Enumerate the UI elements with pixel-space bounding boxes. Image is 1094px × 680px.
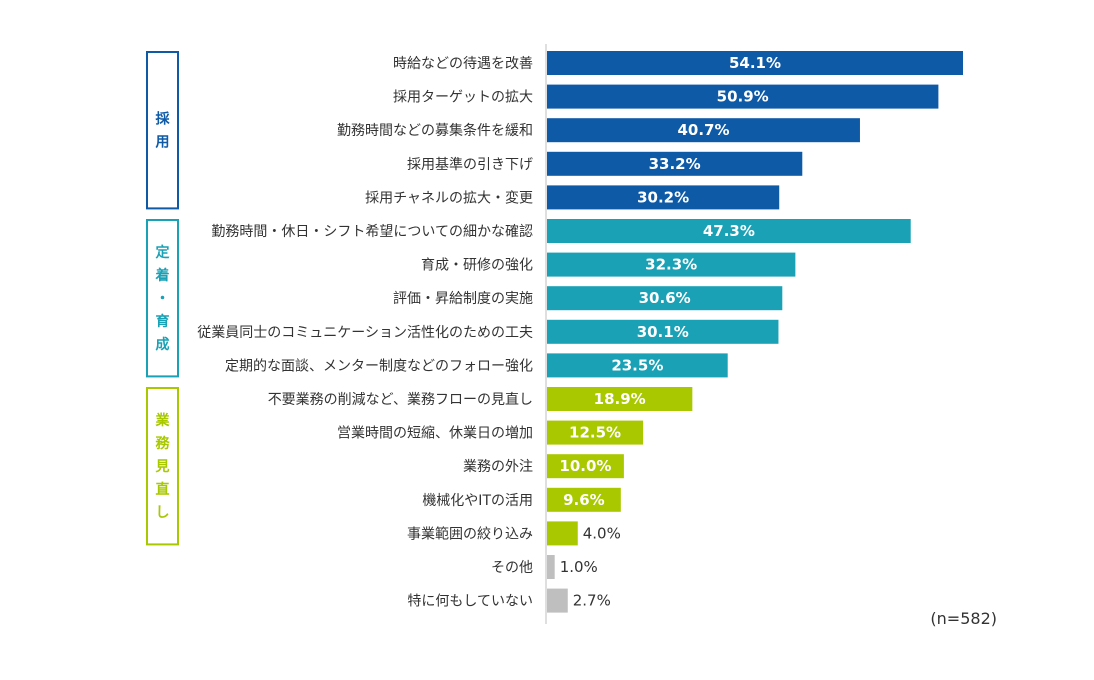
bar-0 [547, 51, 963, 75]
bar-6 [547, 252, 796, 277]
value-label-8: 30.1% [637, 323, 689, 341]
value-label-15: 1.0% [560, 558, 598, 576]
value-label-10: 18.9% [594, 390, 646, 408]
bar-1 [547, 84, 939, 109]
group-box-2 [146, 387, 179, 546]
value-label-2: 40.7% [677, 121, 729, 139]
value-label-7: 30.6% [639, 289, 691, 307]
category-label-4: 採用チャネルの拡大・変更 [365, 189, 533, 206]
sample-size-note: (n=582) [930, 609, 997, 628]
group-box-0 [146, 51, 179, 210]
bar-4 [547, 185, 780, 210]
category-label-9: 定期的な面談、メンター制度などのフォロー強化 [225, 358, 533, 374]
category-label-2: 勤務時間などの募集条件を緩和 [337, 122, 533, 139]
bar-2 [547, 118, 860, 143]
category-label-10: 不要業務の削減など、業務フローの見直し [268, 391, 533, 408]
value-label-0: 54.1% [729, 54, 781, 72]
bar-10 [547, 387, 693, 411]
value-labels: 54.1% 50.9% 40.7% 33.2% 30.2% 47.3% 32.3% 30.6%… [559, 54, 781, 610]
bar-12 [547, 454, 624, 479]
category-label-14: 事業範囲の絞り込み [407, 525, 533, 542]
category-label-3: 採用基準の引き下げ [407, 156, 533, 173]
category-label-15: その他 [491, 560, 533, 576]
value-label-11: 12.5% [569, 424, 621, 442]
value-label-5: 47.3% [703, 222, 755, 240]
value-label-12: 10.0% [559, 457, 611, 475]
category-label-6: 育成・研修の強化 [421, 258, 533, 274]
category-label-16: 特に何もしていない [407, 594, 533, 610]
category-label-13: 機械化やITの活用 [422, 493, 533, 509]
category-label-8: 従業員同士のコミュニケーション活性化のための工夫 [197, 325, 533, 341]
value-label-4: 30.2% [637, 188, 689, 206]
bar-5 [547, 219, 911, 243]
value-label-9: 23.5% [611, 356, 663, 374]
category-label-1: 採用ターゲットの拡大 [393, 90, 533, 106]
value-label-14: 4.0% [583, 524, 621, 542]
group-label-0: 採用 [156, 111, 171, 151]
bars-layer [547, 51, 963, 613]
bar-7 [547, 286, 783, 311]
category-labels: 時給などの待遇を改善採用ターゲットの拡大勤務時間などの募集条件を緩和採用基準の引… [197, 56, 533, 610]
category-label-5: 勤務時間・休日・シフト希望についての細かな確認 [211, 224, 533, 240]
group-label-1: 定着・育成 [155, 244, 170, 353]
category-label-0: 時給などの待遇を改善 [393, 56, 533, 72]
bar-14 [547, 521, 578, 546]
group-label-2: 業務見直し [155, 412, 171, 521]
value-label-16: 2.7% [573, 592, 611, 610]
category-label-7: 評価・昇給制度の実施 [393, 291, 533, 307]
bar-13 [547, 487, 621, 512]
bar-8 [547, 319, 779, 344]
value-label-1: 50.9% [717, 88, 769, 106]
bar-9 [547, 353, 728, 378]
category-label-12: 業務の外注 [463, 459, 533, 475]
bar-11 [547, 420, 644, 445]
value-label-13: 9.6% [563, 491, 605, 509]
bar-15 [547, 555, 555, 579]
value-label-3: 33.2% [649, 155, 701, 173]
bar-3 [547, 151, 803, 176]
bar-16 [547, 588, 568, 613]
value-label-6: 32.3% [645, 256, 697, 274]
group-box-1 [146, 219, 179, 378]
category-label-11: 営業時間の短縮、休業日の増加 [337, 426, 533, 442]
